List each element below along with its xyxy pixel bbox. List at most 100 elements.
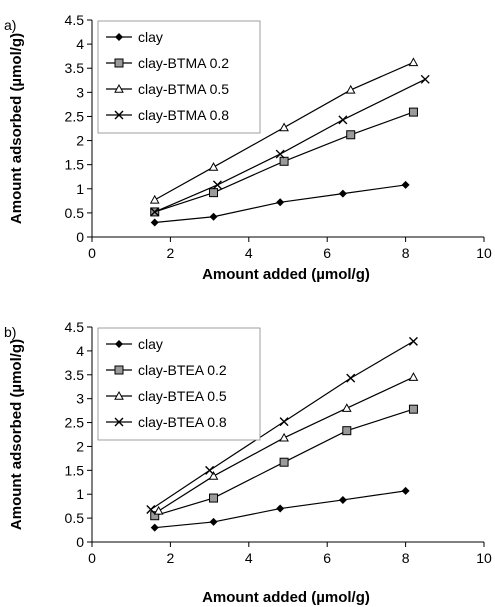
legend-marker (114, 83, 124, 93)
data-point (346, 373, 356, 383)
legend-marker (114, 417, 124, 427)
data-point (408, 404, 418, 414)
legend-marker (115, 340, 123, 348)
y-tick-label: 0 (76, 534, 84, 550)
data-point (146, 505, 156, 515)
data-point (401, 486, 410, 495)
data-point (345, 84, 356, 94)
data-point (209, 493, 219, 503)
data-point (420, 74, 430, 84)
legend-box (97, 20, 261, 134)
series-1 (150, 486, 410, 532)
data-point (209, 212, 218, 221)
data-point (276, 504, 285, 513)
y-tick-label: 2.5 (65, 415, 85, 431)
y-tick-label: 3 (76, 84, 84, 100)
legend-entry: clay-BTMA 0.2 (138, 55, 229, 71)
legend-entry: clay-BTMA 0.8 (138, 107, 229, 123)
data-point (205, 465, 215, 475)
legend-entry: clay-BTEA 0.2 (138, 362, 227, 378)
data-point (338, 189, 347, 198)
legend-marker (115, 33, 123, 41)
y-tick-label: 0 (76, 229, 84, 245)
y-tick-label: 2.5 (65, 108, 85, 124)
data-point (150, 218, 159, 227)
legend-entry: clay (138, 29, 163, 45)
y-axis-title: Amount adsorbed (µmol/g) (8, 33, 25, 224)
x-tick-label: 6 (323, 245, 331, 261)
legend-entry: clay (138, 336, 163, 352)
series-2 (150, 404, 418, 521)
data-point (275, 149, 285, 159)
y-tick-label: 4.5 (65, 319, 85, 335)
legend: clay clay-BTEA 0.2 clay-BTEA 0.5 clay-BTEA … (97, 327, 261, 441)
x-tick-label: 2 (167, 550, 175, 566)
series-1 (150, 180, 410, 227)
legend-marker (114, 365, 124, 375)
y-tick-label: 4 (76, 36, 84, 52)
data-point (150, 523, 159, 532)
data-point (276, 198, 285, 207)
y-tick-label: 2 (76, 133, 84, 149)
data-point (279, 156, 289, 166)
data-point (342, 426, 352, 436)
y-tick-label: 4 (76, 343, 84, 359)
data-point (209, 517, 218, 526)
data-point (346, 130, 356, 140)
x-axis-title: Amount added (µmol/g) (202, 589, 370, 606)
data-point (338, 495, 347, 504)
y-tick-label: 3 (76, 391, 84, 407)
data-point (279, 432, 289, 442)
data-point (279, 417, 289, 427)
series-3 (149, 57, 419, 204)
x-tick-label: 0 (88, 245, 96, 261)
x-tick-label: 10 (476, 550, 492, 566)
y-tick-label: 3.5 (65, 367, 85, 383)
legend-marker (114, 390, 124, 400)
legend-marker (114, 58, 124, 68)
data-point (150, 511, 160, 521)
legend-box (97, 327, 261, 441)
data-point (153, 505, 164, 515)
y-tick-label: 3.5 (65, 60, 85, 76)
y-tick-label: 1 (76, 486, 84, 502)
panel-label: a) (4, 17, 16, 33)
data-point (208, 162, 219, 171)
y-tick-label: 4.5 (65, 12, 85, 28)
chart-panel-2: b) 0 0.5 1 1.5 2 2.5 3 3.5 4 4.5 0 2 4 6 8 10 Amount adso… (4, 319, 492, 606)
chart-panel-1: a) 0 0.5 1 1.5 2 2.5 3 3.5 4 4.5 0 2 4 6 8 10 Amount adso… (4, 12, 492, 283)
x-tick-label: 0 (88, 550, 96, 566)
x-tick-label: 6 (323, 550, 331, 566)
data-point (338, 115, 348, 125)
data-point (408, 336, 418, 346)
panel-label: b) (4, 324, 16, 340)
data-point (208, 471, 219, 480)
data-point (150, 207, 160, 217)
legend-entry: clay-BTMA 0.5 (138, 81, 229, 97)
y-tick-label: 1.5 (65, 157, 85, 173)
x-tick-label: 8 (402, 550, 410, 566)
data-point (341, 403, 352, 412)
data-point (408, 57, 419, 67)
data-point (149, 194, 160, 204)
x-tick-label: 2 (167, 245, 175, 261)
series-3 (153, 372, 419, 515)
y-tick-label: 1 (76, 181, 84, 197)
x-tick-label: 10 (476, 245, 492, 261)
series-4 (150, 74, 430, 217)
x-axis-title: Amount added (µmol/g) (202, 266, 370, 283)
data-point (209, 188, 219, 198)
data-point (279, 122, 289, 132)
x-tick-label: 8 (402, 245, 410, 261)
y-tick-label: 0.5 (65, 510, 85, 526)
legend-entry: clay-BTEA 0.8 (138, 414, 227, 430)
data-point (408, 372, 419, 381)
x-tick-label: 4 (245, 550, 253, 566)
legend-entry: clay-BTEA 0.5 (138, 388, 227, 404)
legend: clay clay-BTMA 0.2 clay-BTMA 0.5 clay-BTMA … (97, 20, 261, 134)
y-tick-label: 0.5 (65, 205, 85, 221)
data-point (401, 180, 410, 189)
y-tick-label: 1.5 (65, 462, 85, 478)
x-tick-label: 4 (245, 245, 253, 261)
